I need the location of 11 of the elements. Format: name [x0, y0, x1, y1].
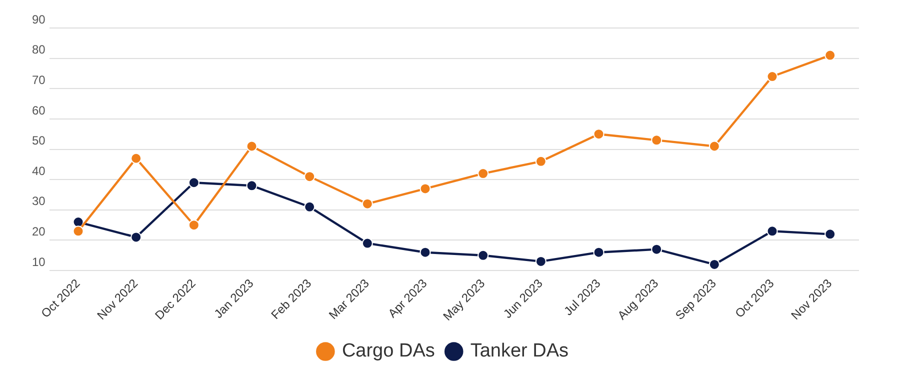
y-tick-label: 80 — [32, 42, 46, 57]
legend-label: Cargo DAs — [342, 340, 435, 362]
y-tick-label: 30 — [32, 194, 46, 208]
y-tick-label: 50 — [32, 134, 46, 148]
y-tick-label: 90 — [32, 12, 46, 26]
y-tick-label: 10 — [32, 254, 46, 269]
y-tick-label: 40 — [32, 164, 46, 178]
y-tick-label: 20 — [32, 224, 46, 239]
y-tick-label: 60 — [32, 103, 46, 118]
legend-label: Tanker DAs — [470, 340, 569, 362]
y-tick-label: 70 — [32, 72, 46, 87]
